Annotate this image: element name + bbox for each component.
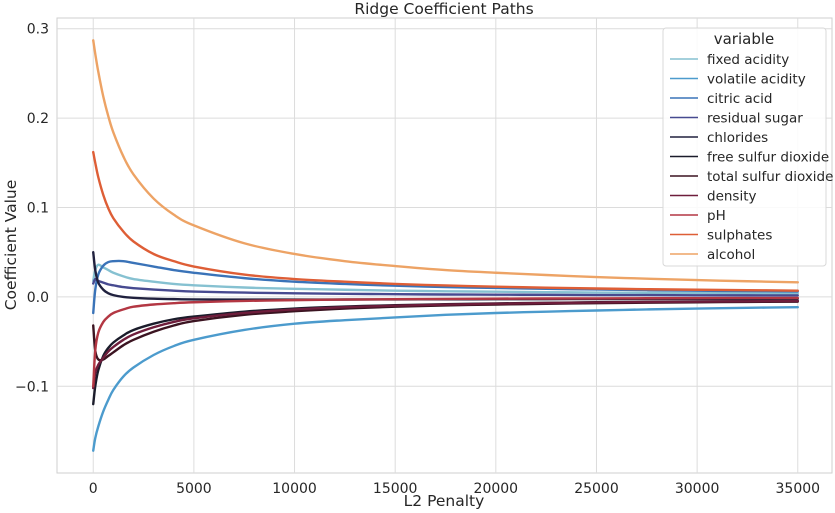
x-tick-labels: 0 5000 10000 15000 20000 25000 30000 35000 [89, 481, 820, 497]
legend-label: volatile acidity [707, 72, 806, 88]
x-tick-label: 35000 [776, 481, 821, 497]
y-axis-title: Coefficient Value [2, 180, 20, 311]
x-tick-label: 30000 [675, 481, 720, 497]
legend-label: free sulfur dioxide [707, 150, 829, 166]
legend-label: alcohol [707, 247, 755, 263]
legend-items: fixed acidity volatile acidity citric acid… [670, 52, 833, 263]
x-tick-label: 25000 [574, 481, 619, 497]
y-tick-label: −0.1 [15, 379, 49, 395]
series-line-ph [92, 296, 799, 388]
legend-label: pH [707, 208, 726, 224]
legend-label: sulphates [707, 228, 772, 244]
series-line-fixed-acidity [92, 263, 799, 295]
legend-label: fixed acidity [707, 52, 789, 68]
y-tick-label: 0.1 [27, 201, 49, 217]
x-tick-label: 0 [89, 481, 98, 497]
legend-label: residual sugar [707, 111, 803, 127]
legend-label: total sulfur dioxide [707, 169, 833, 185]
series-line-alcohol [92, 39, 799, 284]
series-line-density [92, 299, 799, 390]
x-axis-title: L2 Penalty [404, 492, 485, 510]
y-tick-labels: −0.1 0.0 0.1 0.2 0.3 [15, 22, 49, 396]
y-tick-label: 0.0 [27, 290, 49, 306]
legend-title: variable [714, 30, 775, 48]
legend: variable fixed acidity volatile acidity ci… [662, 27, 833, 267]
series-line-sulphates [92, 150, 799, 292]
legend-label: density [707, 189, 757, 205]
series-line-residual-sugar [92, 277, 799, 297]
legend-box [662, 27, 827, 267]
y-tick-label: 0.3 [27, 22, 49, 38]
x-tick-label: 5000 [176, 481, 212, 497]
x-tick-label: 10000 [272, 481, 317, 497]
x-tick-label: 15000 [373, 481, 418, 497]
x-tick-label: 20000 [474, 481, 519, 497]
legend-label: chlorides [707, 130, 768, 146]
legend-label: citric acid [707, 91, 773, 107]
chart-title: Ridge Coefficient Paths [354, 0, 533, 18]
series-layer [92, 39, 799, 452]
series-line-volatile-acidity [92, 305, 799, 452]
y-tick-label: 0.2 [27, 111, 49, 127]
